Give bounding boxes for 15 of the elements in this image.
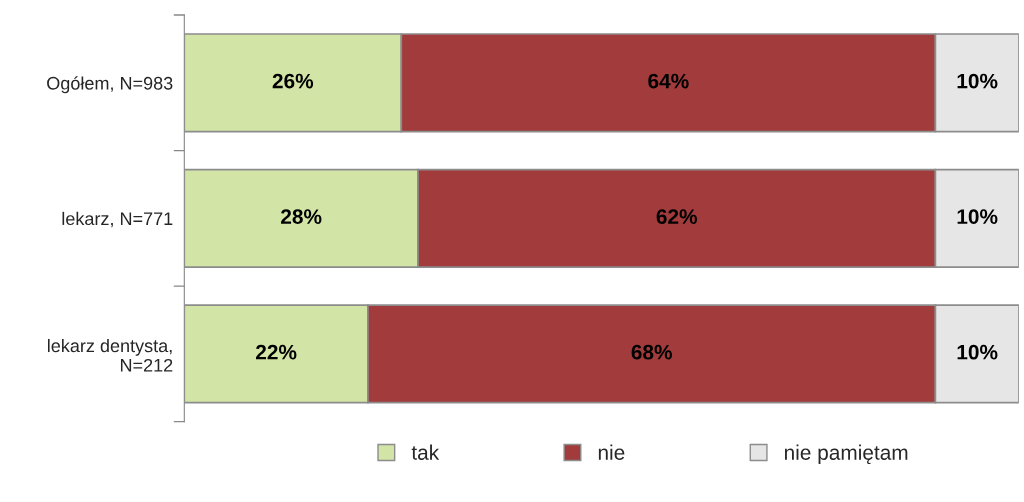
data-label: 62%: [656, 209, 698, 224]
data-label: 10%: [957, 73, 998, 89]
data-label: 10%: [957, 209, 998, 224]
legend-label: nie: [598, 444, 625, 460]
y-tick-label: lekarz, N=771: [62, 211, 173, 228]
y-tick-label: Ogółem, N=983: [47, 76, 173, 94]
data-label: 10%: [957, 344, 998, 360]
y-tick-label: lekarz dentysta, N=212: [47, 338, 173, 372]
legend-label: tak: [411, 444, 440, 460]
data-label: 22%: [256, 344, 297, 360]
legend-label: nie pamiętam: [784, 444, 908, 465]
data-label: 26%: [272, 73, 314, 89]
data-label: 64%: [648, 73, 689, 89]
data-label: 28%: [281, 209, 322, 224]
data-label: 68%: [631, 344, 672, 360]
